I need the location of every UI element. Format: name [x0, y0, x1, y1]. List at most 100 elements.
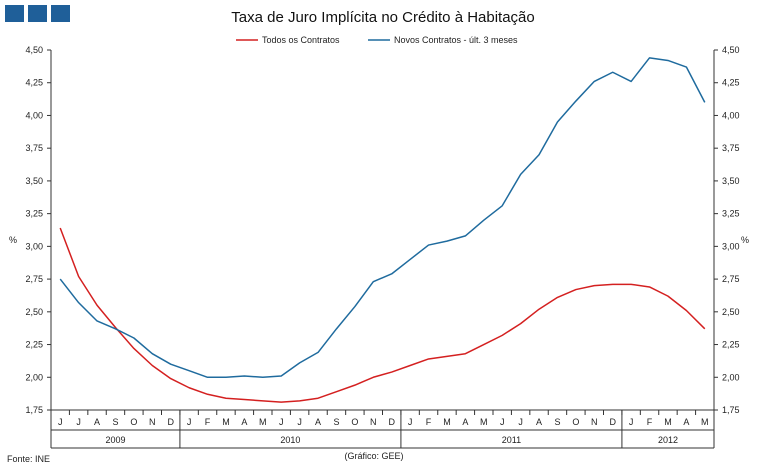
data-point-novos [409, 258, 411, 260]
x-tick-label: D [167, 417, 174, 427]
x-tick-label: J [58, 417, 63, 427]
data-point-todos [538, 308, 540, 310]
data-point-novos [538, 154, 540, 156]
data-point-novos [335, 328, 337, 330]
data-point-novos [704, 101, 706, 103]
data-point-novos [170, 363, 172, 365]
data-point-todos [170, 377, 172, 379]
y-tick-label-right: 3,25 [722, 209, 740, 219]
data-point-novos [667, 59, 669, 61]
x-tick-label: J [629, 417, 634, 427]
data-point-novos [556, 121, 558, 123]
data-point-todos [317, 397, 319, 399]
data-point-novos [372, 281, 374, 283]
data-point-todos [483, 343, 485, 345]
y-tick-label-left: 2,25 [25, 340, 43, 350]
x-tick-label: A [315, 417, 321, 427]
data-point-todos [335, 390, 337, 392]
data-point-todos [96, 304, 98, 306]
x-tick-label: J [408, 417, 413, 427]
data-point-todos [391, 371, 393, 373]
x-tick-label: M [222, 417, 230, 427]
y-tick-label-left: 4,50 [25, 45, 43, 55]
y-tick-label-right: 2,00 [722, 372, 740, 382]
chart-title: Taxa de Juro Implícita no Crédito à Habi… [231, 9, 535, 26]
x-tick-label: J [279, 417, 284, 427]
y-tick-label-left: 4,00 [25, 110, 43, 120]
data-point-todos [704, 328, 706, 330]
data-point-todos [409, 364, 411, 366]
data-point-todos [151, 364, 153, 366]
y-tick-label-right: 4,00 [722, 110, 740, 120]
year-label: 2010 [280, 435, 300, 445]
logo-square-1 [5, 5, 24, 22]
data-point-todos [372, 376, 374, 378]
x-tick-label: N [149, 417, 156, 427]
x-tick-label: M [480, 417, 488, 427]
data-point-novos [114, 328, 116, 330]
y-tick-label-right: 4,25 [722, 78, 740, 88]
credit-note: (Gráfico: GEE) [344, 451, 403, 461]
y-tick-label-right: 1,75 [722, 405, 740, 415]
x-tick-label: M [259, 417, 267, 427]
data-point-novos [464, 235, 466, 237]
data-point-todos [280, 401, 282, 403]
data-point-novos [612, 71, 614, 73]
data-point-novos [243, 375, 245, 377]
data-point-todos [648, 286, 650, 288]
data-point-novos [630, 80, 632, 82]
x-tick-label: N [591, 417, 598, 427]
data-point-todos [206, 393, 208, 395]
x-tick-label: J [76, 417, 81, 427]
data-point-todos [464, 353, 466, 355]
y-tick-label-left: 1,75 [25, 405, 43, 415]
data-point-todos [354, 384, 356, 386]
data-point-todos [501, 334, 503, 336]
data-point-novos [483, 219, 485, 221]
x-tick-label: S [554, 417, 560, 427]
data-point-novos [96, 320, 98, 322]
data-point-todos [575, 288, 577, 290]
data-point-novos [446, 240, 448, 242]
y-tick-label-right: 2,75 [722, 274, 740, 284]
y-tick-label-right: 4,50 [722, 45, 740, 55]
source-note: Fonte: INE [7, 454, 50, 464]
x-tick-label: A [683, 417, 689, 427]
data-point-todos [612, 283, 614, 285]
logo-square-2 [28, 5, 47, 22]
data-point-todos [225, 397, 227, 399]
data-point-todos [667, 295, 669, 297]
legend-label-todos: Todos os Contratos [262, 35, 340, 45]
data-point-novos [262, 376, 264, 378]
y-axis-label-right: % [741, 235, 749, 245]
data-point-novos [77, 301, 79, 303]
x-tick-label: O [130, 417, 137, 427]
x-tick-label: M [443, 417, 451, 427]
data-point-novos [317, 351, 319, 353]
data-point-novos [298, 362, 300, 364]
x-tick-label: F [647, 417, 653, 427]
y-tick-label-left: 3,00 [25, 241, 43, 251]
data-point-novos [593, 80, 595, 82]
y-tick-label-right: 2,25 [722, 340, 740, 350]
data-point-todos [593, 284, 595, 286]
x-tick-label: J [187, 417, 192, 427]
x-tick-label: M [664, 417, 672, 427]
series-line-novos [59, 57, 706, 379]
data-point-novos [206, 376, 208, 378]
x-tick-label: N [370, 417, 377, 427]
data-point-novos [427, 244, 429, 246]
data-point-todos [519, 322, 521, 324]
x-tick-label: A [462, 417, 468, 427]
data-point-novos [648, 57, 650, 59]
data-point-novos [151, 353, 153, 355]
y-tick-label-right: 2,50 [722, 307, 740, 317]
data-point-novos [519, 173, 521, 175]
year-label: 2012 [658, 435, 678, 445]
data-point-novos [280, 375, 282, 377]
x-tick-label: F [205, 417, 211, 427]
data-point-novos [133, 337, 135, 339]
year-label: 2009 [105, 435, 125, 445]
data-point-novos [685, 66, 687, 68]
data-point-todos [262, 400, 264, 402]
